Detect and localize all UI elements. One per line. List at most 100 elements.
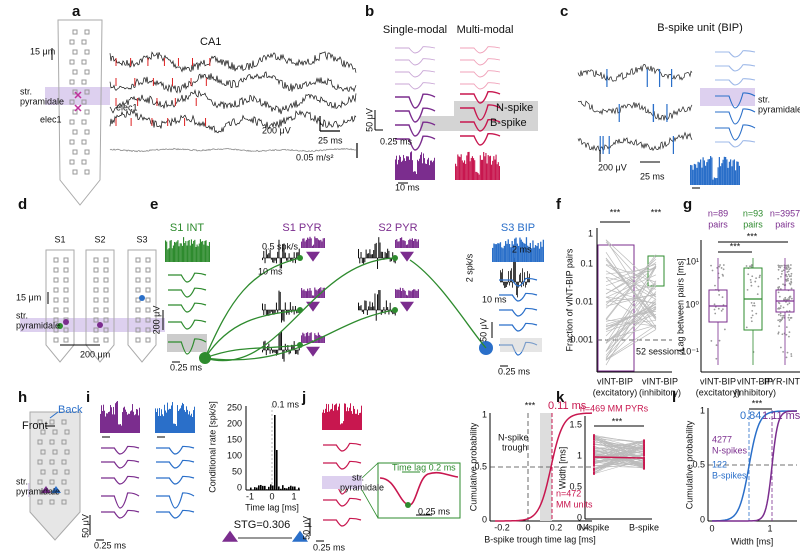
dot <box>750 320 753 323</box>
ccg-bar <box>379 242 381 258</box>
y-tick-label: 0.5 <box>569 481 582 491</box>
waveform <box>715 140 756 148</box>
site <box>37 479 43 485</box>
dot <box>593 447 595 450</box>
histogram-bar <box>121 425 122 433</box>
histogram-bar <box>181 245 183 262</box>
histogram-bar <box>491 164 493 180</box>
scale-label: 0.25 ms <box>418 506 451 516</box>
ccg-bar <box>390 258 392 262</box>
scale-label: 50 μV <box>301 516 311 540</box>
dot <box>715 357 718 360</box>
probe <box>57 19 103 206</box>
pair-line <box>605 265 657 344</box>
histogram-bar <box>351 411 352 430</box>
y-tick-label: 1.5 <box>569 419 582 429</box>
histogram-bar <box>104 410 105 433</box>
pair-line <box>605 298 657 343</box>
waveform <box>323 442 362 452</box>
histogram-bar <box>163 416 164 433</box>
bar <box>254 487 256 490</box>
histogram-bar <box>706 162 708 185</box>
ccg-bar <box>274 350 276 354</box>
histogram-bar <box>321 290 323 298</box>
ccg-bar <box>519 274 520 282</box>
ccg-bar <box>291 258 293 261</box>
ccg-bar <box>516 282 517 296</box>
histogram-bar <box>401 237 403 248</box>
histogram-bar <box>178 410 179 433</box>
histogram-bar <box>313 340 315 343</box>
x-tick-label: 0.4 <box>577 522 590 532</box>
site <box>84 89 90 95</box>
histogram-bar <box>409 159 410 180</box>
histogram-bar <box>733 159 735 185</box>
histogram-bar <box>352 413 353 430</box>
shank-label: S3 <box>136 234 147 244</box>
histogram-bar <box>538 248 541 262</box>
cumulative-curve <box>495 412 592 522</box>
ccg-bar <box>293 310 295 315</box>
histogram-bar <box>717 167 719 185</box>
y-tick-label: 1 <box>700 405 705 415</box>
histogram-bar <box>422 163 423 180</box>
dot <box>139 295 145 301</box>
histogram-bar <box>105 416 106 433</box>
histogram-bar <box>159 407 160 433</box>
dot <box>643 454 645 457</box>
histogram-bar <box>103 404 104 433</box>
histogram-bar <box>426 164 427 180</box>
site <box>49 419 55 425</box>
ccg-bar <box>526 282 527 285</box>
site <box>135 307 141 313</box>
dot <box>790 316 793 319</box>
dot <box>643 441 645 444</box>
pair-line <box>593 445 645 475</box>
histogram-bar <box>515 237 517 262</box>
histogram-bar <box>113 406 114 433</box>
ccg-bar <box>267 310 269 316</box>
site <box>135 287 141 293</box>
ccg-bar <box>365 249 367 258</box>
histogram-bar <box>698 162 700 185</box>
histogram-bar <box>134 415 135 433</box>
dot <box>720 267 723 269</box>
histogram-bar <box>401 161 402 180</box>
histogram-bar <box>722 159 724 185</box>
dot <box>750 281 752 284</box>
waveform <box>715 92 756 109</box>
ccg-bar <box>508 271 509 282</box>
histogram-bar <box>710 156 712 185</box>
site <box>145 287 151 293</box>
ccg-bar <box>296 252 298 258</box>
histogram-bar <box>406 156 407 180</box>
histogram-bar <box>158 415 159 433</box>
electrode-label: elec1 <box>116 102 138 112</box>
site <box>103 327 109 333</box>
histogram-bar <box>168 248 170 262</box>
dot <box>788 335 790 338</box>
x-tick-label: 0.2 <box>550 522 563 532</box>
histogram-bar <box>690 164 692 185</box>
histogram-bar <box>413 171 414 180</box>
panel-label: f <box>556 196 562 213</box>
histogram-bar <box>399 238 401 248</box>
electrode-label: elec1 <box>40 114 62 124</box>
histogram-bar <box>402 240 404 248</box>
histogram-bar <box>344 403 345 430</box>
histogram-bar <box>174 241 176 262</box>
dot <box>297 342 303 348</box>
histogram-bar <box>322 287 324 298</box>
dot <box>777 313 780 316</box>
pair-line <box>605 268 657 275</box>
histogram-bar <box>713 177 715 185</box>
histogram-bar <box>489 155 491 180</box>
histogram-bar <box>508 243 511 262</box>
ccg-bar <box>278 333 280 350</box>
waveform <box>715 124 756 141</box>
histogram-bar <box>323 287 325 298</box>
bar <box>298 487 300 490</box>
histogram-bar <box>462 162 464 180</box>
histogram-bar <box>420 154 421 180</box>
dot <box>593 434 595 437</box>
